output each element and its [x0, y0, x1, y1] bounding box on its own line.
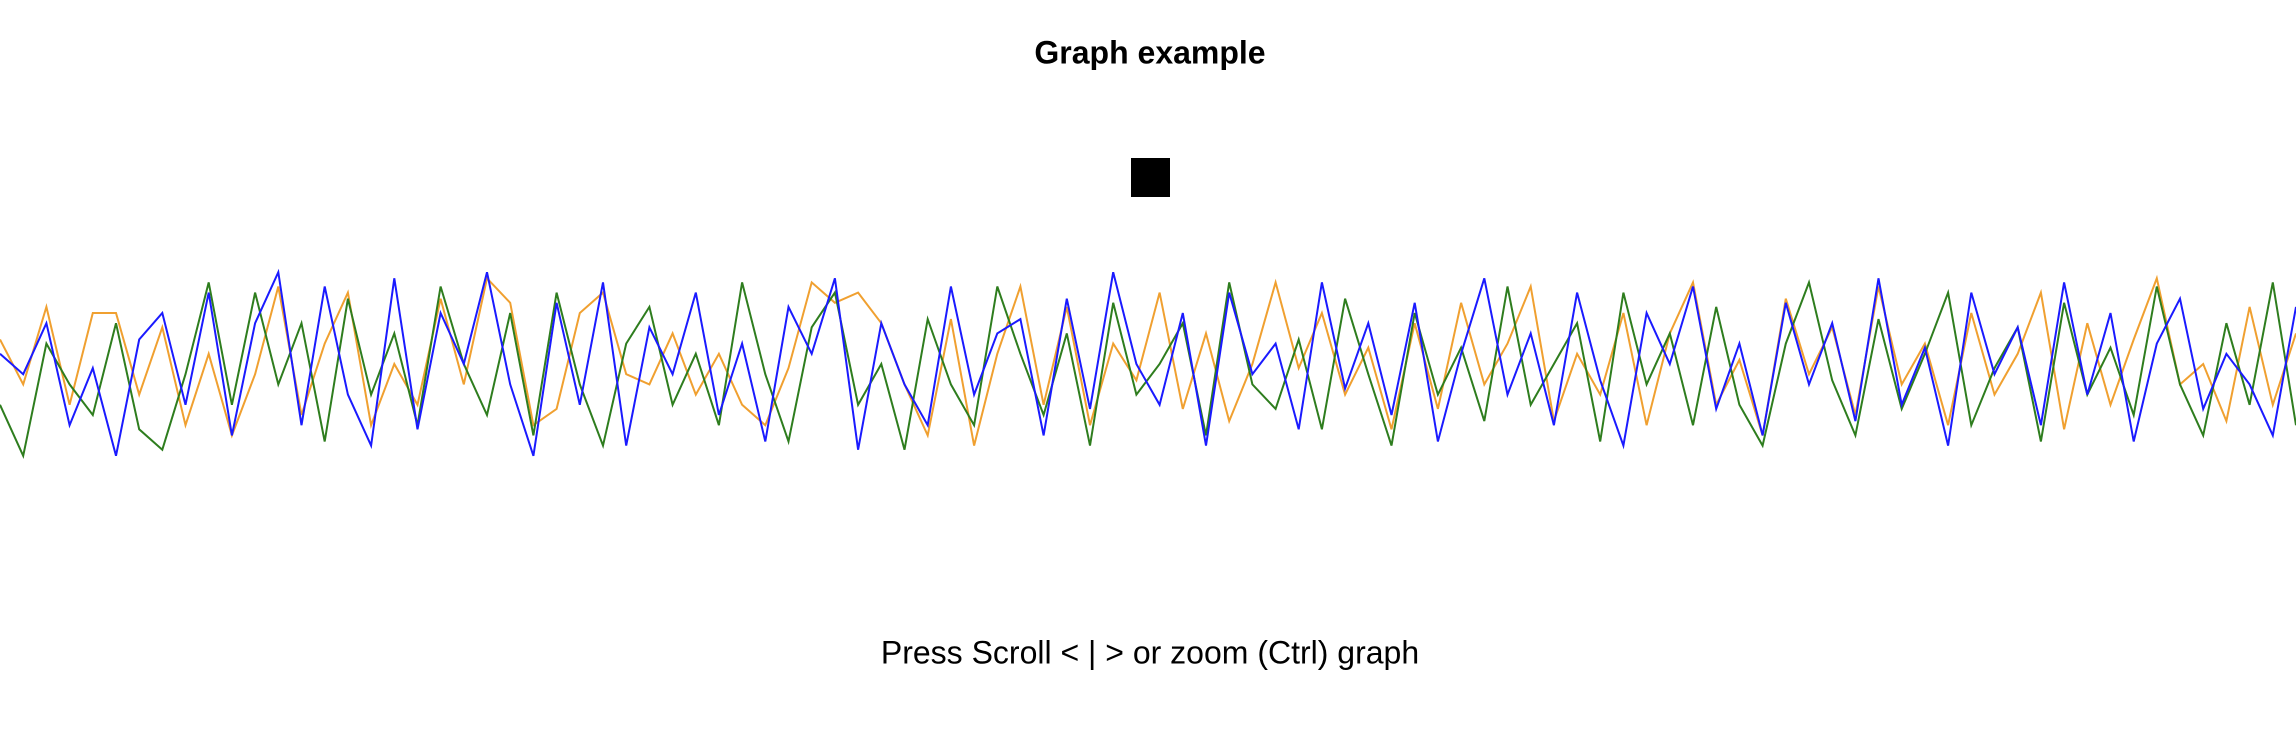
chart-title: Graph example — [1034, 34, 1265, 70]
plot-area — [0, 268, 2296, 460]
series-line — [0, 278, 2296, 460]
series-line — [0, 268, 2296, 457]
series-line — [0, 274, 2296, 446]
stop-button[interactable] — [1131, 158, 1170, 197]
instruction-text: Press Scroll < | > or zoom (Ctrl) graph — [881, 634, 1419, 670]
